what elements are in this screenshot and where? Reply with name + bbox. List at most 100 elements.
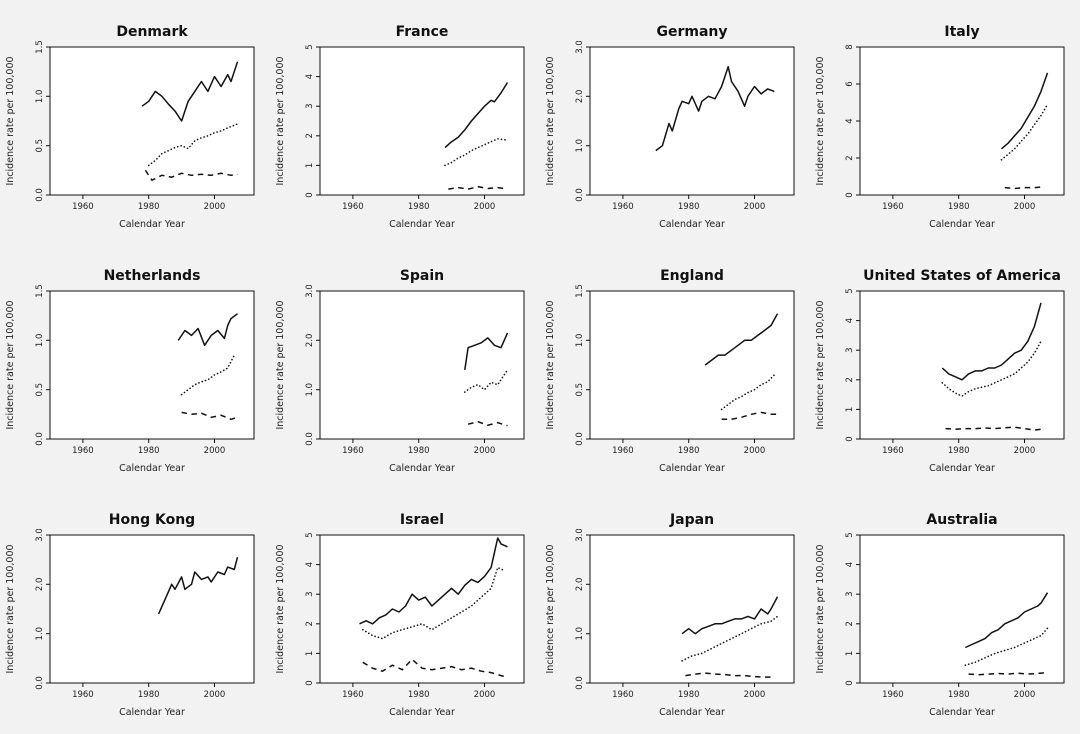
chart-title: Israel [399,512,445,528]
chart-svg: 1960 1980 2000 0.0 0.5 1.0 1.5 Calendar Year Inc… [5,40,255,230]
series-solid [359,537,508,625]
y-tick-label: 0.0 [35,432,45,446]
chart-svg: 1960 1980 2000 0 1 2 3 4 5 Calendar Year Incidence… [815,288,1065,474]
series-dashed [685,672,775,678]
x-axis-label: Calendar Year [659,219,725,230]
series-dashed [144,169,238,182]
y-tick-label: 0 [305,192,315,197]
chart-plot: 1960 1980 2000 0.0 1.0 2.0 3.0 Calendar Year Inc… [544,40,806,239]
x-tick-label: 1960 [882,690,904,700]
y-tick-label: 5 [845,288,855,293]
x-tick-label: 1960 [882,202,904,212]
series-dotted [444,137,509,167]
chart-plot: 1960 1980 2000 0.0 0.5 1.0 1.5 Calendar Year Inc… [4,40,266,239]
y-tick-label: 0.0 [575,432,585,446]
y-axis-label: Incidence rate per 100,000 [5,300,16,429]
chart-panel-france: France 1960 1980 2000 0 1 2 3 4 5 Calendar Year In… [275,16,525,230]
chart-panel-netherlands: Netherlands 1960 1980 2000 0.0 0.5 1.0 1.5 Cale… [5,260,255,474]
x-tick-label: 1980 [138,690,160,700]
y-tick-label: 2 [845,621,855,626]
y-axis-label: Incidence rate per 100,000 [545,56,556,185]
y-tick-label: 5 [305,532,315,537]
x-tick-label: 1960 [72,690,94,700]
chart-svg: 1960 1980 2000 0.0 0.5 1.0 1.5 Calendar Year Inc… [545,284,795,474]
y-tick-label: 1.0 [35,627,45,641]
y-tick-label: 2 [305,621,315,626]
chart-plot: 1960 1980 2000 0 1 2 3 4 5 Calendar Year Incidence… [274,529,536,727]
x-tick-label: 1960 [612,202,634,212]
y-tick-label: 1.5 [35,41,45,54]
chart-plot: 1960 1980 2000 0 1 2 3 4 5 Calendar Year Incidence… [274,41,536,239]
y-axis-label: Incidence rate per 100,000 [275,300,286,429]
x-tick-label: 1960 [72,202,94,212]
plot-box [589,290,795,440]
y-tick-label: 3 [305,591,315,596]
y-tick-label: 0.5 [575,383,585,397]
chart-plot: 1960 1980 2000 0 2 4 6 8 Calendar Year Incidence … [814,41,1076,239]
series-solid [681,596,779,635]
y-tick-label: 0.5 [35,383,45,397]
y-axis-label: Incidence rate per 100,000 [275,544,286,673]
series-dashed [448,185,508,190]
series-dotted [147,123,239,167]
x-tick-label: 1960 [612,690,634,700]
y-tick-label: 0.0 [305,432,315,446]
y-tick-label: 8 [845,44,855,49]
chart-title: Italy [944,24,980,40]
plot-box [319,290,525,440]
x-axis-label: Calendar Year [119,707,185,718]
y-tick-label: 1.0 [575,334,585,348]
y-axis-label: Incidence rate per 100,000 [5,544,16,673]
plot-box [859,290,1065,440]
y-tick-label: 1.5 [575,285,585,298]
y-tick-label: 1 [845,651,855,656]
series-solid [177,313,238,347]
chart-svg: 1960 1980 2000 0.0 1.0 2.0 3.0 Calendar Year Inc… [545,528,795,718]
y-tick-label: 2 [305,133,315,138]
x-axis-label: Calendar Year [119,219,185,230]
x-tick-label: 2000 [744,446,766,456]
series-solid [941,302,1042,381]
chart-svg: 1960 1980 2000 0 2 4 6 8 Calendar Year Incidence … [815,44,1065,230]
chart-svg: 1960 1980 2000 0 1 2 3 4 5 Calendar Year Incidence… [815,532,1065,718]
x-axis-label: Calendar Year [929,707,995,718]
y-tick-label: 4 [845,118,855,123]
series-dashed [1004,185,1045,190]
plot-box [49,534,255,684]
series-dotted [1000,103,1049,161]
chart-plot: 1960 1980 2000 0.0 0.5 1.0 1.5 Calendar Year Inc… [544,284,806,483]
chart-title: Japan [669,512,715,528]
series-solid [141,61,239,122]
series-solid [704,313,779,366]
y-axis-label: Incidence rate per 100,000 [545,544,556,673]
x-tick-label: 1980 [948,690,970,700]
y-tick-label: 6 [845,81,855,86]
y-tick-label: 0 [845,680,855,685]
chart-plot: 1960 1980 2000 0.0 0.5 1.0 1.5 Calendar Year Inc… [4,284,266,483]
series-dotted [941,340,1042,398]
series-dashed [467,420,508,427]
chart-panel-england: England 1960 1980 2000 0.0 0.5 1.0 1.5 Calendar… [545,260,795,474]
chart-title: Netherlands [103,268,201,284]
x-tick-label: 1980 [408,690,430,700]
x-tick-label: 1980 [678,446,700,456]
plot-box [859,534,1065,684]
chart-title: Germany [656,24,728,40]
series-dashed [968,671,1048,676]
x-tick-label: 1960 [342,202,364,212]
x-axis-label: Calendar Year [389,463,455,474]
plot-box [589,534,795,684]
chart-plot: 1960 1980 2000 0.0 1.0 2.0 3.0 Calendar Year Inc… [544,528,806,727]
x-tick-label: 1960 [342,446,364,456]
chart-title: Denmark [116,24,188,40]
series-dotted [720,374,776,411]
chart-panel-italy: Italy 1960 1980 2000 0 2 4 6 8 Calendar Year Inci… [815,16,1065,230]
y-tick-label: 1 [305,163,315,168]
y-axis-label: Incidence rate per 100,000 [275,56,286,185]
x-tick-label: 2000 [204,690,226,700]
chart-plot: 1960 1980 2000 0.0 1.0 2.0 3.0 Calendar Year Inc… [274,284,536,483]
chart-plot: 1960 1980 2000 0 1 2 3 4 5 Calendar Year Incidence… [814,285,1076,483]
chart-svg: 1960 1980 2000 0.0 1.0 2.0 3.0 Calendar Year Inc… [5,528,255,718]
y-tick-label: 1.0 [575,139,585,153]
x-axis-label: Calendar Year [119,463,185,474]
